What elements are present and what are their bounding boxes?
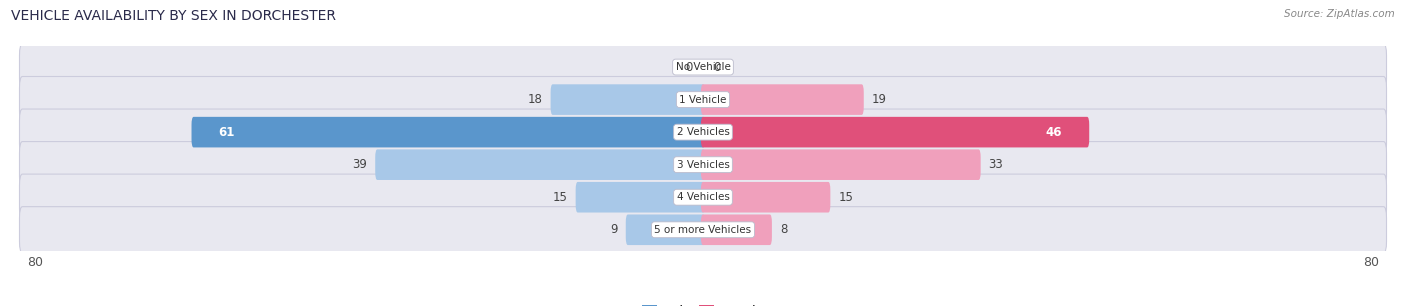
Text: 39: 39 xyxy=(353,158,367,171)
Text: 3 Vehicles: 3 Vehicles xyxy=(676,160,730,170)
Text: 2 Vehicles: 2 Vehicles xyxy=(676,127,730,137)
Text: 0: 0 xyxy=(686,61,693,73)
Text: 15: 15 xyxy=(838,191,853,204)
Text: 61: 61 xyxy=(219,126,235,139)
FancyBboxPatch shape xyxy=(191,117,704,147)
Text: 4 Vehicles: 4 Vehicles xyxy=(676,192,730,202)
Text: No Vehicle: No Vehicle xyxy=(675,62,731,72)
FancyBboxPatch shape xyxy=(375,149,704,180)
FancyBboxPatch shape xyxy=(702,84,863,115)
Text: Source: ZipAtlas.com: Source: ZipAtlas.com xyxy=(1284,9,1395,19)
Text: 8: 8 xyxy=(780,223,787,236)
Text: 0: 0 xyxy=(713,61,720,73)
Text: 5 or more Vehicles: 5 or more Vehicles xyxy=(654,225,752,235)
Text: 1 Vehicle: 1 Vehicle xyxy=(679,95,727,105)
FancyBboxPatch shape xyxy=(702,182,831,213)
FancyBboxPatch shape xyxy=(20,142,1386,188)
FancyBboxPatch shape xyxy=(20,174,1386,220)
FancyBboxPatch shape xyxy=(20,109,1386,155)
Text: VEHICLE AVAILABILITY BY SEX IN DORCHESTER: VEHICLE AVAILABILITY BY SEX IN DORCHESTE… xyxy=(11,9,336,23)
Text: 9: 9 xyxy=(610,223,617,236)
Text: 18: 18 xyxy=(527,93,543,106)
Text: 19: 19 xyxy=(872,93,887,106)
Text: 33: 33 xyxy=(988,158,1004,171)
FancyBboxPatch shape xyxy=(20,207,1386,253)
FancyBboxPatch shape xyxy=(20,44,1386,90)
Text: 15: 15 xyxy=(553,191,568,204)
FancyBboxPatch shape xyxy=(551,84,704,115)
Text: 46: 46 xyxy=(1046,126,1062,139)
FancyBboxPatch shape xyxy=(702,117,1090,147)
FancyBboxPatch shape xyxy=(575,182,704,213)
Legend: Male, Female: Male, Female xyxy=(637,300,769,306)
FancyBboxPatch shape xyxy=(702,149,980,180)
FancyBboxPatch shape xyxy=(702,215,772,245)
FancyBboxPatch shape xyxy=(626,215,704,245)
FancyBboxPatch shape xyxy=(20,76,1386,123)
